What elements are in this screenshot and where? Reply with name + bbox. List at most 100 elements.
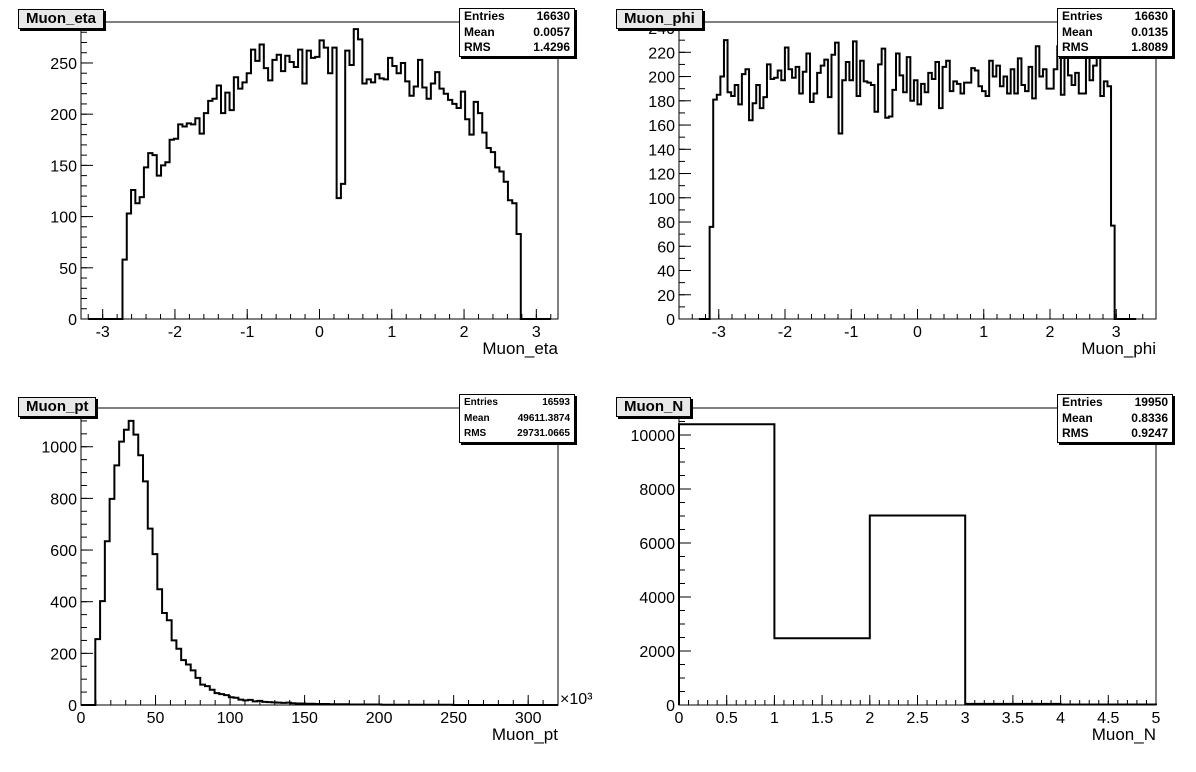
y-tick-label: 0 xyxy=(666,698,675,715)
pad-muon-phi: -3 -2 -1 0 1 2 3 0 20 40 60 80 100 120 140 160 180 200 220… xyxy=(598,0,1196,386)
histogram-line xyxy=(698,36,1137,320)
x-tick-label: 0.5 xyxy=(716,710,738,727)
x-tick-label: -3 xyxy=(96,324,110,341)
y-tick-label: 50 xyxy=(59,261,77,278)
y-tick-label: 60 xyxy=(657,239,675,256)
stats-box: Entries 19950 Mean 0.8336 RMS 0.9247 xyxy=(1057,394,1173,443)
plot-frame-overlay xyxy=(80,21,559,320)
x-tick-label: 2 xyxy=(460,324,469,341)
x-tick-label: 1 xyxy=(387,324,396,341)
y-tick-label: 400 xyxy=(50,595,77,612)
y-tick-label: 200 xyxy=(50,646,77,663)
x-axis-title: Muon_N xyxy=(1092,725,1156,744)
y-tick-label: 100 xyxy=(648,191,675,208)
histogram-title: Muon_N xyxy=(616,397,692,417)
y-tick-label: 2000 xyxy=(639,644,675,661)
histogram-muon-pt: 0 50 100 150 200 250 300 0 200 400 600 800 1000 Muon_… xyxy=(41,407,593,744)
stats-box: Entries 16630 Mean 0.0135 RMS 1.8089 xyxy=(1057,8,1173,57)
plot-frame xyxy=(80,407,559,706)
y-tick-label: 100 xyxy=(50,210,77,227)
stats-mean-row: Mean 0.8336 xyxy=(1062,410,1168,425)
stats-entries-row: Entries 16630 xyxy=(464,9,570,23)
y-tick-label: 150 xyxy=(50,158,77,175)
y-tick-label: 250 xyxy=(50,56,77,73)
x-tick-label: 3 xyxy=(961,710,970,727)
y-tick-label: 8000 xyxy=(639,482,675,499)
x-tick-label: -1 xyxy=(240,324,254,341)
x-axis-title: Muon_pt xyxy=(492,725,558,744)
histogram-title: Muon_eta xyxy=(18,9,105,29)
histogram-line xyxy=(81,419,558,706)
y-tick-label: 0 xyxy=(666,312,675,329)
x-tick-label: 0 xyxy=(675,710,684,727)
x-tick-label: 3 xyxy=(1112,324,1121,341)
y-tick-label: 200 xyxy=(648,70,675,87)
stats-rms-row: RMS 1.4296 xyxy=(464,40,570,54)
plot-frame xyxy=(678,21,1157,320)
x-tick-label: 4.5 xyxy=(1097,710,1119,727)
y-tick-label: 40 xyxy=(657,264,675,281)
histogram-muon-eta: -3 -2 -1 0 1 2 3 0 50 100 150 200 250 Muon_eta xyxy=(50,21,559,358)
stats-mean-row: Mean 0.0057 xyxy=(464,24,570,39)
x-tick-label: 3 xyxy=(532,324,541,341)
y-tick-label: 80 xyxy=(657,215,675,232)
x-tick-label: 1 xyxy=(979,324,988,341)
x-tick-label: -2 xyxy=(778,324,792,341)
x-axis-exponent: ×10³ xyxy=(560,691,593,708)
y-tick-label: 1000 xyxy=(41,440,77,457)
x-tick-label: 2 xyxy=(1046,324,1055,341)
y-tick-label: 6000 xyxy=(639,536,675,553)
x-tick-label: 1.5 xyxy=(811,710,833,727)
plot-frame-overlay xyxy=(678,407,1157,706)
x-tick-label: 50 xyxy=(147,710,165,727)
x-tick-label: 0 xyxy=(315,324,324,341)
x-tick-label: 0 xyxy=(913,324,922,341)
x-tick-label: -3 xyxy=(712,324,726,341)
x-tick-label: 1 xyxy=(770,710,779,727)
y-tick-label: 160 xyxy=(648,118,675,135)
y-tick-label: 600 xyxy=(50,543,77,560)
stats-entries-row: Entries 16630 xyxy=(1062,9,1168,23)
y-tick-label: 4000 xyxy=(639,590,675,607)
pad-muon-eta: -3 -2 -1 0 1 2 3 0 50 100 150 200 250 Muon_eta Muon_e… xyxy=(0,0,598,386)
y-tick-label: 10000 xyxy=(631,428,676,445)
histogram-muon-n: 0 0.5 1 1.5 2 2.5 3 3.5 4 4.5 5 0 2000 4000 6000 8000 10… xyxy=(631,407,1161,744)
plot-frame-overlay xyxy=(80,407,559,706)
plot-frame xyxy=(678,407,1157,706)
stats-entries-row: Entries 19950 xyxy=(1062,395,1168,409)
stats-mean-row: Mean 49611.3874 xyxy=(464,412,570,424)
x-tick-label: 2 xyxy=(865,710,874,727)
x-tick-label: 150 xyxy=(291,710,318,727)
y-tick-label: 180 xyxy=(648,94,675,111)
stats-box: Entries 16630 Mean 0.0057 RMS 1.4296 xyxy=(459,8,575,57)
histogram-line xyxy=(88,28,551,320)
histogram-title: Muon_pt xyxy=(18,397,97,417)
stats-mean-row: Mean 0.0135 xyxy=(1062,24,1168,39)
stats-rms-row: RMS 1.8089 xyxy=(1062,40,1168,54)
x-tick-label: 200 xyxy=(366,710,393,727)
x-tick-label: -1 xyxy=(844,324,858,341)
x-tick-label: 250 xyxy=(440,710,467,727)
pad-muon-n: 0 0.5 1 1.5 2 2.5 3 3.5 4 4.5 5 0 2000 4000 6000 8000 10… xyxy=(598,386,1196,772)
pad-muon-pt: 0 50 100 150 200 250 300 0 200 400 600 800 1000 Muon_… xyxy=(0,386,598,772)
histogram-title: Muon_phi xyxy=(616,9,703,29)
y-tick-label: 200 xyxy=(50,107,77,124)
x-tick-label: -2 xyxy=(168,324,182,341)
x-tick-label: 4 xyxy=(1056,710,1065,727)
y-tick-label: 220 xyxy=(648,45,675,62)
y-tick-label: 20 xyxy=(657,288,675,305)
x-tick-label: 300 xyxy=(515,710,542,727)
x-tick-label: 0 xyxy=(77,710,86,727)
stats-entries-row: Entries 16593 xyxy=(464,397,570,408)
y-tick-label: 800 xyxy=(50,491,77,508)
y-tick-label: 120 xyxy=(648,167,675,184)
x-axis-title: Muon_eta xyxy=(482,339,558,358)
histogram-muon-phi: -3 -2 -1 0 1 2 3 0 20 40 60 80 100 120 140 160 180 200 220… xyxy=(648,21,1157,358)
stats-rms-row: RMS 0.9247 xyxy=(1062,426,1168,440)
x-tick-label: 100 xyxy=(217,710,244,727)
x-axis-title: Muon_phi xyxy=(1081,339,1156,358)
stats-rms-row: RMS 29731.0665 xyxy=(464,428,570,439)
y-tick-label: 140 xyxy=(648,142,675,159)
plot-frame xyxy=(80,21,559,320)
x-tick-label: 2.5 xyxy=(906,710,928,727)
